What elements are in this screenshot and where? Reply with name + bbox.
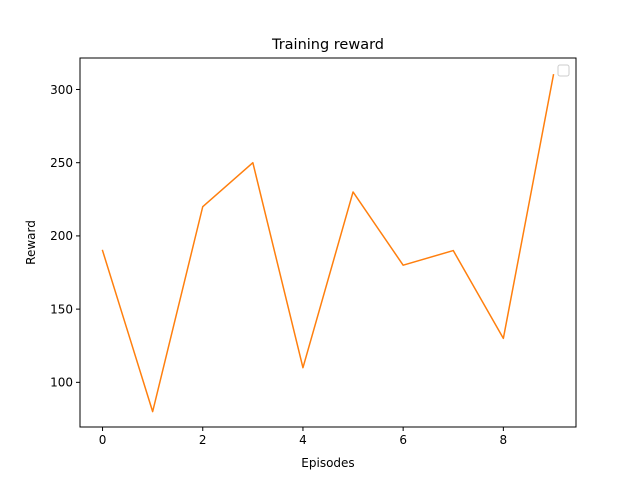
plot-frame <box>79 57 577 428</box>
series-line-0 <box>101 73 555 413</box>
x-tick-label-8: 8 <box>500 433 508 447</box>
x-tick-label-4: 4 <box>299 433 307 447</box>
y-axis: 100 150 200 250 300 <box>50 83 80 390</box>
x-tick-label-2: 2 <box>199 433 207 447</box>
x-tick-label-6: 6 <box>399 433 407 447</box>
plot-area <box>101 73 555 413</box>
y-tick-label-250: 250 <box>50 156 73 170</box>
legend-box <box>557 64 570 77</box>
y-tick-label-100: 100 <box>50 376 73 390</box>
y-axis-label: Reward <box>24 220 38 265</box>
y-tick-label-150: 150 <box>50 302 73 316</box>
chart-title: Training reward <box>271 37 384 53</box>
x-tick-label-0: 0 <box>99 433 107 447</box>
y-tick-label-300: 300 <box>50 83 73 97</box>
y-tick-label-200: 200 <box>50 229 73 243</box>
x-axis: 0 2 4 6 8 <box>99 427 507 447</box>
x-axis-label: Episodes <box>301 456 354 470</box>
legend <box>557 64 570 77</box>
